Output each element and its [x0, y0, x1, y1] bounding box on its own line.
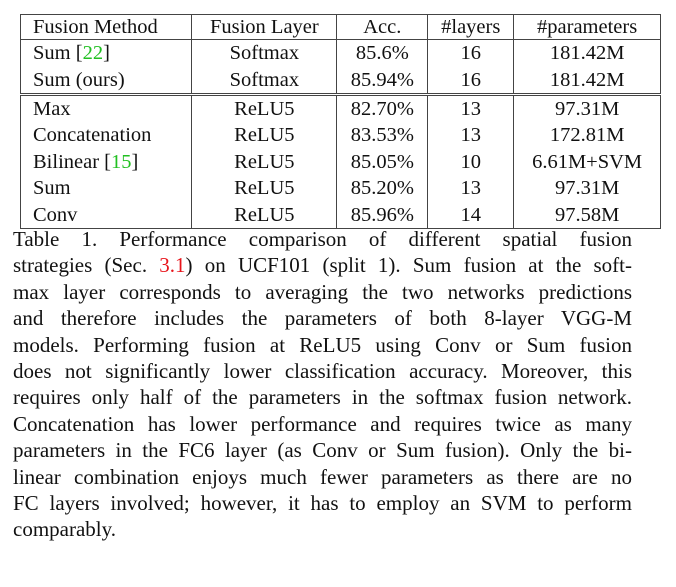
method-cell: Sum (ours) [19, 66, 193, 95]
citation-link[interactable]: 15 [111, 150, 132, 173]
table-row: Sum ReLU5 85.20% 13 97.31M [19, 174, 661, 202]
layers-cell: 16 [427, 66, 515, 95]
table-header-row: Fusion Method Fusion Layer Acc. #layers … [19, 14, 661, 40]
layer-cell: ReLU5 [191, 201, 338, 229]
caption-line: FC layers involved; however, it has to e… [13, 490, 632, 515]
citation: [22] [75, 42, 110, 65]
parameters-cell: 172.81M [513, 122, 661, 149]
table-row: Concatenation ReLU5 83.53% 13 172.81M [19, 122, 661, 149]
header-cell: #parameters [513, 14, 661, 40]
layers-cell: 10 [427, 148, 515, 175]
method-cell: Conv [19, 201, 193, 229]
method-cell: Sum [19, 174, 193, 202]
caption-line: Concatenation has lower performance and … [13, 411, 632, 436]
table-row: Bilinear [15] ReLU5 85.05% 10 6.61M+SVM [19, 148, 661, 175]
parameters-cell: 6.61M+SVM [513, 148, 661, 175]
header-cell: #layers [427, 14, 515, 40]
caption-line: models. Performing fusion at ReLU5 using… [13, 332, 632, 357]
header-cell: Acc. [336, 14, 429, 40]
fusion-comparison-table: Fusion Method Fusion Layer Acc. #layers … [19, 14, 661, 229]
method-cell: Bilinear [15] [19, 148, 193, 175]
header-cell: Fusion Layer [191, 14, 338, 40]
method-cell: Max [19, 94, 193, 123]
method-cell: Sum [22] [19, 39, 193, 67]
layers-cell: 16 [427, 39, 515, 67]
method-cell: Concatenation [19, 122, 193, 149]
caption-text: strategies (Sec. [13, 253, 160, 278]
method-name: Sum (ours) [33, 68, 125, 91]
caption-line: and therefore includes the parameters of… [13, 306, 632, 331]
accuracy-cell: 85.94% [336, 66, 429, 95]
method-name: Max [33, 97, 71, 120]
method-name: Sum [33, 177, 71, 200]
parameters-cell: 181.42M [513, 39, 661, 67]
method-name: Sum [33, 42, 76, 65]
caption-line: requires only half of the parameters in … [13, 385, 632, 410]
layers-cell: 13 [427, 94, 515, 123]
citation-link[interactable]: 22 [82, 42, 104, 65]
accuracy-cell: 83.53% [336, 122, 429, 149]
caption-line: does not significantly lower classificat… [13, 358, 632, 383]
layer-cell: ReLU5 [191, 94, 338, 123]
layer-cell: ReLU5 [191, 174, 338, 202]
caption-line: linear combination enjoys much fewer par… [13, 464, 632, 489]
caption-text: ) on UCF101 (split 1). Sum fusion at the… [185, 253, 633, 278]
layer-cell: Softmax [191, 66, 338, 95]
method-name: Conv [33, 203, 78, 226]
accuracy-cell: 82.70% [336, 94, 429, 123]
header-cell: Fusion Method [19, 14, 193, 40]
table-caption: Table 1. Performance comparison of diffe… [13, 226, 632, 543]
table-row: Conv ReLU5 85.96% 14 97.58M [19, 201, 661, 229]
parameters-cell: 181.42M [513, 66, 661, 95]
caption-line: max layer corresponds to averaging the t… [13, 279, 632, 304]
method-name: Bilinear [33, 150, 105, 173]
citation: [15] [104, 150, 139, 173]
layers-cell: 13 [427, 174, 515, 202]
parameters-cell: 97.31M [513, 94, 661, 123]
caption-line: comparably. [13, 517, 117, 542]
layers-cell: 13 [427, 122, 515, 149]
layer-cell: ReLU5 [191, 148, 338, 175]
table-row: Sum (ours) Softmax 85.94% 16 181.42M [19, 66, 661, 95]
layer-cell: Softmax [191, 39, 338, 67]
section-link[interactable]: 3.1 [159, 253, 186, 278]
parameters-cell: 97.58M [513, 201, 661, 229]
table-row: Max ReLU5 82.70% 13 97.31M [19, 94, 661, 123]
caption-line: strategies (Sec. 3.1) on UCF101 (split 1… [13, 252, 632, 278]
parameters-cell: 97.31M [513, 174, 661, 202]
accuracy-cell: 85.20% [336, 174, 429, 202]
accuracy-cell: 85.96% [336, 201, 429, 229]
method-name: Concatenation [33, 124, 152, 147]
caption-line: Table 1. Performance comparison of diffe… [13, 227, 632, 251]
caption-line: parameters in the FC6 layer (as Conv or … [13, 438, 632, 463]
layers-cell: 14 [427, 201, 515, 229]
accuracy-cell: 85.6% [336, 39, 429, 67]
accuracy-cell: 85.05% [336, 148, 429, 175]
layer-cell: ReLU5 [191, 122, 338, 149]
table-row: Sum [22] Softmax 85.6% 16 181.42M [19, 39, 661, 67]
